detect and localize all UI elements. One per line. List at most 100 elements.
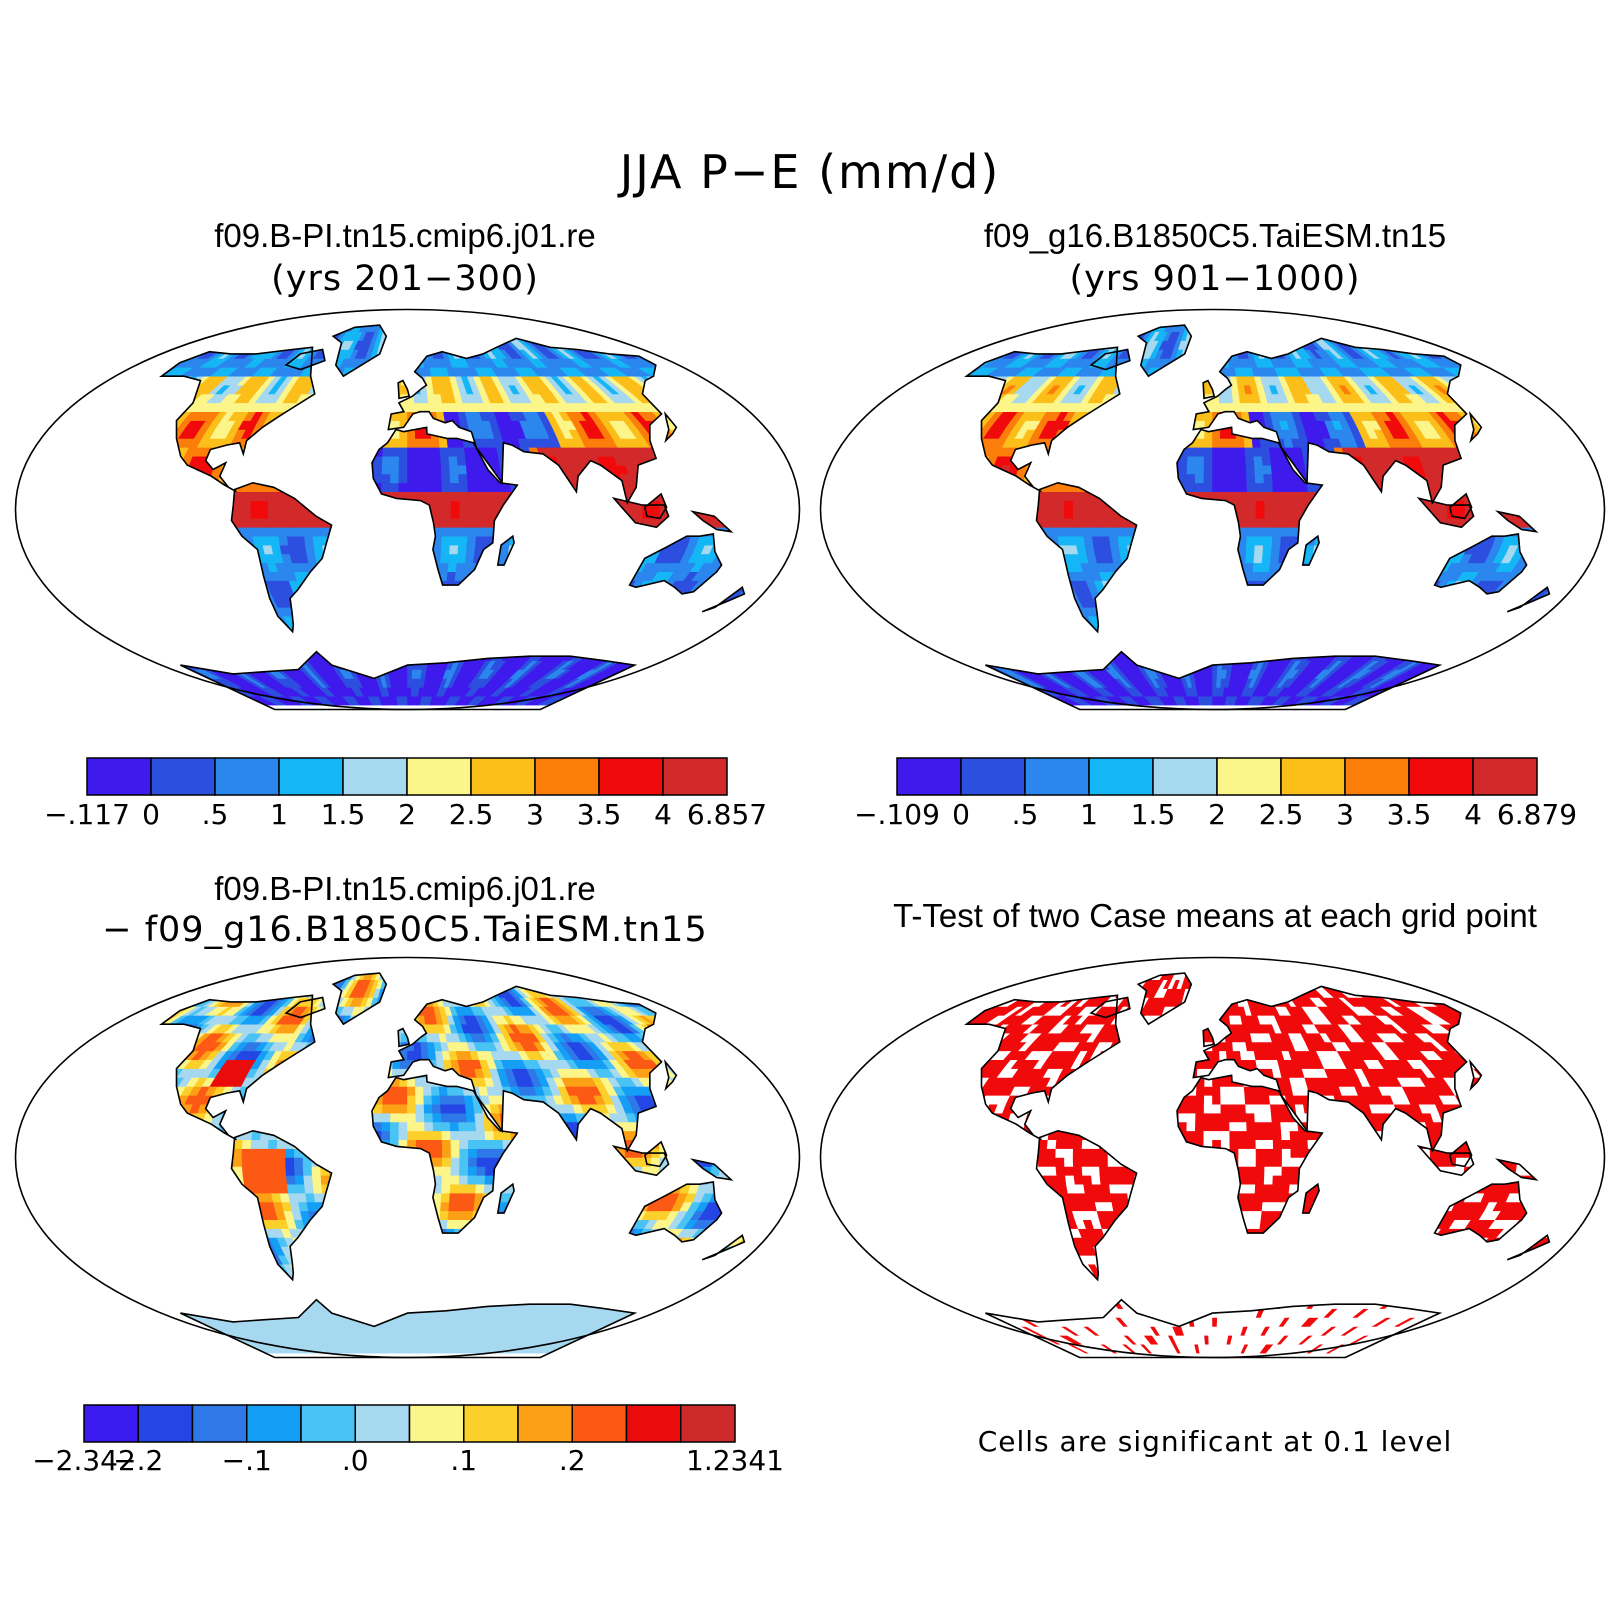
map-cell [470, 624, 481, 635]
map-cell [393, 331, 400, 341]
map-cell [1018, 598, 1034, 608]
map-cell [683, 384, 707, 395]
map-cell [600, 651, 622, 661]
map-cell [922, 616, 941, 625]
map-cell [268, 527, 279, 537]
map-cell [50, 545, 63, 554]
map-cell [250, 491, 261, 501]
map-cell [399, 686, 405, 697]
map-cell [1390, 615, 1407, 626]
map-cell [1435, 642, 1459, 653]
map-cell [120, 607, 138, 616]
map-cell [18, 527, 30, 536]
map-cell [161, 615, 177, 626]
map-cell [773, 536, 786, 545]
map-cell [226, 535, 238, 546]
map-cell [373, 544, 383, 555]
map-cell [190, 482, 202, 492]
map-cell [984, 642, 1006, 653]
map-cell [185, 580, 201, 590]
map-cell [420, 340, 428, 350]
map-cell [330, 464, 341, 475]
map-cell [658, 384, 680, 395]
map-cell [1446, 606, 1466, 617]
map-cell [42, 492, 52, 501]
map-cell [110, 385, 131, 394]
map-cell [587, 482, 599, 492]
map-cell [256, 340, 275, 350]
map-cell [199, 527, 211, 537]
map-cell [591, 544, 604, 555]
map-cell [1360, 633, 1378, 644]
map-cell [363, 527, 374, 537]
map-cell [1203, 678, 1209, 688]
map-cell [275, 340, 293, 350]
map-cell [712, 455, 727, 466]
map-cell [161, 411, 164, 421]
map-cell [387, 624, 396, 635]
map-cell [372, 527, 383, 537]
map-cell [161, 384, 170, 395]
map-cell [403, 686, 408, 697]
map-cell [969, 615, 989, 626]
map-cell [448, 606, 459, 617]
map-cell [713, 473, 726, 484]
map-cell [266, 447, 279, 457]
map-cell [305, 642, 319, 653]
map-cell [662, 633, 686, 644]
map-cell [314, 624, 327, 635]
map-cell [76, 572, 92, 581]
map-cell [599, 580, 614, 590]
map-cell [180, 509, 191, 519]
map-cell [320, 509, 330, 519]
map-cell [359, 366, 369, 377]
map-cell [147, 554, 160, 563]
map-cell [768, 465, 781, 474]
map-cell [170, 580, 186, 590]
map-cell [129, 510, 138, 519]
map-cell [340, 598, 351, 608]
map-cell [286, 473, 298, 484]
map-cell [561, 633, 579, 644]
map-cell [414, 429, 424, 439]
map-cell [763, 518, 773, 527]
map-cell [1092, 633, 1106, 644]
coastline-newguinea [689, 510, 734, 533]
map-cell [530, 553, 543, 564]
map-cell [187, 651, 210, 661]
map-cell [966, 606, 972, 617]
map-cell [131, 616, 150, 625]
map-cell [594, 598, 610, 608]
map-cell [431, 447, 441, 457]
map-cell [108, 438, 123, 447]
map-cell [61, 563, 76, 572]
map-cell [1457, 624, 1479, 635]
map-cell [334, 624, 345, 635]
map-cell [652, 589, 670, 599]
map-cell [370, 660, 379, 670]
map-cell [471, 325, 485, 333]
map-cell [441, 473, 451, 484]
map-cell [1388, 624, 1406, 635]
map-cell [736, 553, 745, 564]
map-cell [565, 615, 582, 626]
colorbar-tick-label: −.117 [44, 798, 130, 831]
colorbar-swatch [470, 757, 536, 796]
map-cell [241, 624, 257, 635]
colorbar-tick-label: 1 [270, 798, 288, 831]
map-cell [1168, 633, 1178, 644]
map-cell [1271, 615, 1283, 626]
map-cell [1239, 606, 1249, 617]
map-cell [1334, 598, 1348, 608]
map-cell [347, 642, 358, 653]
map-cell [1224, 624, 1233, 635]
map-cell [1281, 606, 1293, 617]
map-cell [942, 634, 962, 643]
map-cell [299, 606, 312, 617]
map-cell [1222, 651, 1230, 661]
map-cell [365, 562, 376, 573]
map-cell [633, 633, 655, 644]
map-cell [349, 562, 360, 573]
map-cell [161, 606, 167, 617]
map-cell [475, 482, 486, 492]
